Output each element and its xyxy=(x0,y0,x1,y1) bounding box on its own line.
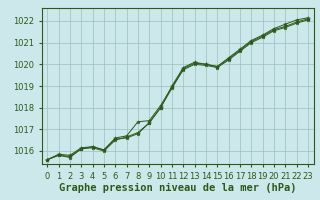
X-axis label: Graphe pression niveau de la mer (hPa): Graphe pression niveau de la mer (hPa) xyxy=(59,183,296,193)
